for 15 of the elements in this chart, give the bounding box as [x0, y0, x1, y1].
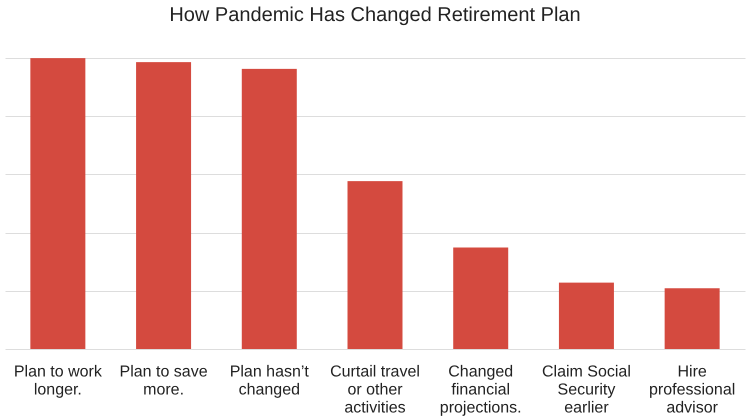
bar — [30, 58, 86, 349]
bar — [242, 68, 297, 349]
x-tick-label: Changed financial projections. — [440, 364, 522, 416]
x-tick-label: Claim Social Security earlier — [542, 364, 631, 416]
x-tick-label: Plan to save more. — [120, 364, 208, 398]
bar — [136, 62, 192, 349]
x-tick-label: Hire professional advisor — [649, 364, 736, 416]
bar — [664, 288, 720, 349]
bar — [348, 181, 402, 349]
bar — [453, 247, 508, 349]
x-tick-label: Plan hasn’t changed — [230, 364, 310, 398]
x-tick-label: Plan to work longer. — [14, 364, 103, 398]
chart-title: How Pandemic Has Changed Retirement Plan — [169, 4, 581, 26]
bar — [558, 282, 614, 349]
x-tick-label: Curtail travel or other activities — [330, 364, 420, 416]
